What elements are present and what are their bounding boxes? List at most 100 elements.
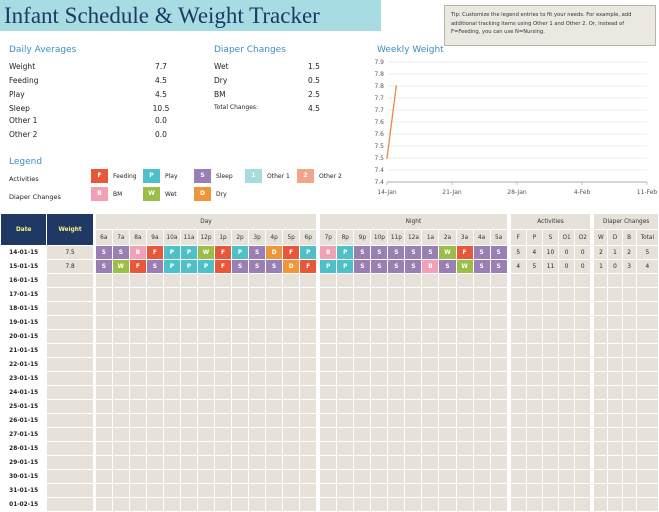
schedule-cell[interactable] xyxy=(336,427,355,442)
schedule-cell[interactable] xyxy=(265,413,284,428)
schedule-cell[interactable] xyxy=(387,441,406,456)
schedule-cell[interactable] xyxy=(336,273,355,288)
schedule-cell[interactable] xyxy=(299,343,318,358)
schedule-cell[interactable] xyxy=(145,315,164,330)
schedule-cell[interactable] xyxy=(455,273,474,288)
schedule-cell[interactable] xyxy=(438,399,457,414)
schedule-cell[interactable] xyxy=(421,413,440,428)
schedule-cell[interactable] xyxy=(179,427,198,442)
schedule-cell[interactable] xyxy=(404,413,423,428)
schedule-cell[interactable]: D xyxy=(282,259,301,274)
schedule-cell[interactable] xyxy=(162,469,181,484)
schedule-cell[interactable] xyxy=(231,315,250,330)
schedule-cell[interactable] xyxy=(455,427,474,442)
schedule-cell[interactable] xyxy=(111,343,130,358)
schedule-cell[interactable]: B xyxy=(421,259,440,274)
schedule-cell[interactable] xyxy=(162,287,181,302)
schedule-cell[interactable] xyxy=(196,301,215,316)
schedule-cell[interactable] xyxy=(145,483,164,498)
schedule-cell[interactable] xyxy=(282,343,301,358)
schedule-cell[interactable] xyxy=(336,329,355,344)
schedule-cell[interactable] xyxy=(196,483,215,498)
schedule-cell[interactable]: S xyxy=(421,245,440,260)
schedule-cell[interactable]: S xyxy=(353,245,372,260)
schedule-cell[interactable] xyxy=(162,315,181,330)
schedule-cell[interactable] xyxy=(353,315,372,330)
schedule-cell[interactable] xyxy=(213,371,233,386)
schedule-cell[interactable]: S xyxy=(370,245,389,260)
schedule-cell[interactable] xyxy=(145,399,164,414)
schedule-cell[interactable] xyxy=(421,273,440,288)
schedule-cell[interactable] xyxy=(489,385,508,400)
schedule-cell[interactable] xyxy=(179,483,198,498)
schedule-cell[interactable] xyxy=(299,371,318,386)
schedule-cell[interactable] xyxy=(299,399,318,414)
schedule-cell[interactable] xyxy=(438,301,457,316)
schedule-cell[interactable] xyxy=(387,315,406,330)
schedule-cell[interactable] xyxy=(489,287,508,302)
schedule-cell[interactable] xyxy=(94,441,113,456)
schedule-cell[interactable] xyxy=(282,315,301,330)
schedule-cell[interactable] xyxy=(455,469,474,484)
schedule-cell[interactable]: F xyxy=(282,245,301,260)
schedule-cell[interactable] xyxy=(489,357,508,372)
schedule-cell[interactable] xyxy=(213,427,233,442)
schedule-cell[interactable] xyxy=(265,441,284,456)
schedule-cell[interactable]: P xyxy=(231,245,250,260)
schedule-cell[interactable] xyxy=(179,301,198,316)
schedule-cell[interactable] xyxy=(128,329,147,344)
schedule-cell[interactable] xyxy=(404,385,423,400)
schedule-cell[interactable]: F xyxy=(128,259,147,274)
schedule-cell[interactable] xyxy=(353,427,372,442)
schedule-cell[interactable] xyxy=(94,287,113,302)
schedule-cell[interactable] xyxy=(196,441,215,456)
schedule-cell[interactable] xyxy=(438,329,457,344)
schedule-cell[interactable]: P xyxy=(336,245,355,260)
schedule-cell[interactable]: S xyxy=(489,259,508,274)
schedule-cell[interactable] xyxy=(387,497,406,512)
schedule-cell[interactable] xyxy=(111,287,130,302)
schedule-cell[interactable] xyxy=(319,399,338,414)
schedule-cell[interactable] xyxy=(265,287,284,302)
schedule-cell[interactable] xyxy=(265,469,284,484)
schedule-cell[interactable] xyxy=(179,399,198,414)
schedule-cell[interactable]: W xyxy=(438,245,457,260)
schedule-cell[interactable]: P xyxy=(179,259,198,274)
schedule-cell[interactable] xyxy=(128,497,147,512)
schedule-cell[interactable] xyxy=(248,455,267,470)
schedule-cell[interactable] xyxy=(319,455,338,470)
schedule-cell[interactable] xyxy=(404,399,423,414)
schedule-cell[interactable] xyxy=(231,455,250,470)
schedule-cell[interactable]: S xyxy=(248,245,267,260)
schedule-cell[interactable] xyxy=(248,301,267,316)
schedule-cell[interactable]: S xyxy=(472,259,491,274)
schedule-cell[interactable] xyxy=(145,427,164,442)
schedule-cell[interactable] xyxy=(455,399,474,414)
schedule-cell[interactable] xyxy=(94,497,113,512)
schedule-cell[interactable] xyxy=(319,413,338,428)
schedule-cell[interactable] xyxy=(472,315,491,330)
schedule-cell[interactable] xyxy=(404,287,423,302)
schedule-cell[interactable] xyxy=(231,301,250,316)
schedule-cell[interactable] xyxy=(179,287,198,302)
schedule-cell[interactable] xyxy=(213,483,233,498)
schedule-cell[interactable] xyxy=(472,371,491,386)
schedule-cell[interactable] xyxy=(265,315,284,330)
schedule-cell[interactable] xyxy=(404,343,423,358)
schedule-cell[interactable] xyxy=(213,413,233,428)
schedule-cell[interactable] xyxy=(455,385,474,400)
schedule-cell[interactable] xyxy=(353,441,372,456)
schedule-cell[interactable] xyxy=(472,329,491,344)
schedule-cell[interactable] xyxy=(438,343,457,358)
schedule-cell[interactable] xyxy=(111,469,130,484)
schedule-cell[interactable] xyxy=(370,315,389,330)
schedule-cell[interactable] xyxy=(231,427,250,442)
schedule-cell[interactable] xyxy=(489,343,508,358)
schedule-cell[interactable]: P xyxy=(196,259,215,274)
schedule-cell[interactable] xyxy=(282,413,301,428)
schedule-cell[interactable] xyxy=(299,497,318,512)
schedule-cell[interactable] xyxy=(282,399,301,414)
schedule-cell[interactable] xyxy=(387,357,406,372)
schedule-cell[interactable] xyxy=(489,329,508,344)
schedule-cell[interactable] xyxy=(404,455,423,470)
